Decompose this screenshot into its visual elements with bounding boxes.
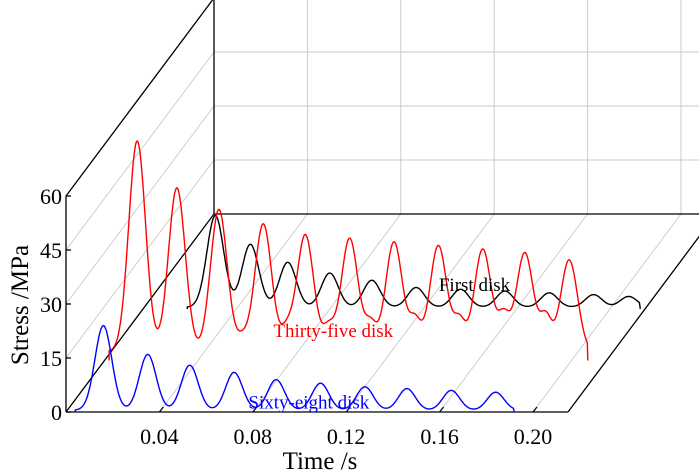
x-tick-label: 0.16 [420,424,459,449]
x-tick-label: 0.04 [140,424,179,449]
floor-grid [345,213,495,413]
series-line [108,140,589,361]
series-label: First disk [439,275,511,296]
floor-grid [252,213,402,413]
grid [65,0,699,413]
x-tick-label: 0.20 [514,424,553,449]
y-tick-label: 15 [40,346,62,371]
floor-grid [439,213,588,413]
x-tick-label: 0.08 [234,424,273,449]
y-tick-label: 0 [51,400,62,425]
labels: Time /s Stress /MPa 0 15 30 45 60 0.04 0.08 0.1… [7,184,552,473]
series-1 [108,140,589,361]
series-2 [74,324,515,413]
axes-frame [65,0,699,413]
side-grid [65,105,215,305]
series-layer [74,140,641,413]
x-tick-mark [345,406,351,413]
right-floor-edge [567,235,699,413]
x-tick-mark [532,406,538,413]
y-tick-label: 30 [40,292,62,317]
x-tick-mark [158,406,164,413]
series-line [74,324,515,413]
left-floor-edge [65,213,215,413]
back-wall [213,0,699,215]
series-0 [186,214,641,310]
x-tick-mark [439,406,445,413]
floor-grid [532,213,682,413]
series-label: Sixty-eight disk [248,392,369,413]
y-tick-label: 45 [40,238,62,263]
series-label: Thirty-five disk [273,321,393,342]
series-line [186,214,641,310]
top-left-edge [65,0,214,197]
x-tick-label: 0.12 [327,424,366,449]
y-tick-label: 60 [40,184,62,209]
y-axis-title: Stress /MPa [7,245,34,365]
x-axis-title: Time /s [283,448,358,473]
side-grid [65,159,215,359]
